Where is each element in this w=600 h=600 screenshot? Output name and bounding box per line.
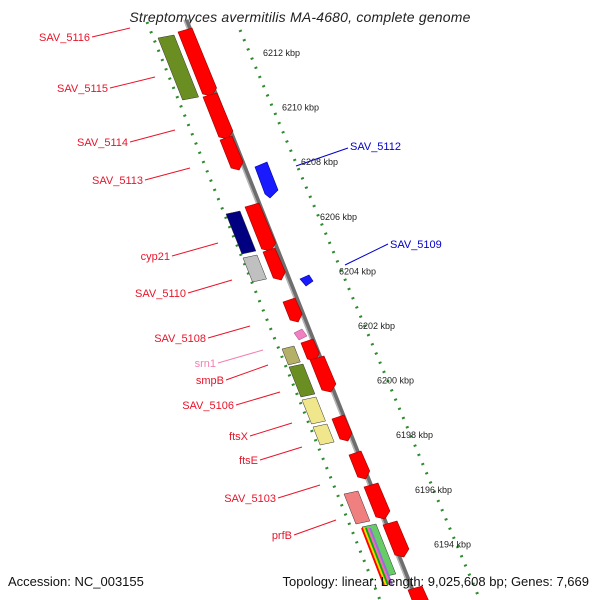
forward-gene-arrow[interactable] — [300, 338, 320, 362]
gene-label[interactable]: ftsX — [229, 431, 249, 443]
gene-box[interactable] — [343, 490, 371, 525]
kbp-scale: 6212 kbp 6210 kbp 6208 kbp 6206 kbp 6204 kbp… — [263, 48, 471, 549]
reverse-gene-track — [254, 161, 314, 287]
forward-gene-arrow[interactable] — [219, 135, 244, 171]
gene-strip — [365, 527, 389, 586]
gene-box[interactable] — [225, 210, 257, 255]
forward-gene-arrow[interactable] — [309, 355, 337, 393]
gene-strip — [363, 527, 387, 586]
kbp-tick-label: 6196 kbp — [415, 485, 452, 495]
gene-label[interactable]: SAV_5103 — [224, 493, 276, 505]
label-leaders — [91, 27, 389, 536]
gene-label[interactable]: SAV_5116 — [39, 32, 90, 44]
label-leader-line — [277, 484, 321, 499]
kbp-tick-label: 6208 kbp — [301, 157, 338, 167]
gene-SAV_5112[interactable] — [254, 161, 279, 199]
gene-label[interactable]: SAV_5106 — [182, 400, 234, 412]
gene-label[interactable]: SAV_5110 — [135, 288, 186, 300]
forward-gene-arrow[interactable] — [363, 482, 391, 520]
forward-gene-track — [177, 27, 429, 600]
gene-label[interactable]: prfB — [272, 530, 292, 542]
gene-strip — [361, 527, 385, 586]
gene-SAV_5109[interactable] — [299, 274, 314, 287]
gene-label[interactable]: SAV_5113 — [92, 175, 143, 187]
gene-label[interactable]: ftsE — [239, 455, 258, 467]
label-leader-line — [217, 349, 264, 364]
forward-gene-arrow[interactable] — [177, 27, 217, 97]
forward-gene-arrow[interactable] — [262, 247, 286, 281]
kbp-tick-label: 6198 kbp — [396, 430, 433, 440]
gene-box[interactable] — [281, 345, 301, 366]
forward-gene-arrow[interactable] — [407, 585, 429, 600]
gene-strip — [367, 527, 391, 586]
label-leader-line — [144, 167, 191, 181]
gene-label[interactable]: SAV_5112 — [350, 141, 401, 153]
length-text: Length: 9,025,608 bp; — [380, 574, 508, 589]
kbp-tick-label: 6194 kbp — [434, 539, 471, 549]
forward-gene-arrow[interactable] — [244, 202, 277, 252]
label-leader-line — [235, 391, 281, 406]
gene-box[interactable] — [157, 34, 199, 101]
label-leader-line — [259, 446, 303, 461]
gene-box[interactable] — [288, 363, 316, 398]
label-leader-line — [129, 129, 176, 143]
label-leader-line — [109, 76, 156, 89]
gene-label[interactable]: SAV_5109 — [390, 239, 442, 251]
gene-box[interactable] — [301, 396, 326, 425]
kbp-tick-label: 6212 kbp — [263, 48, 300, 58]
label-leader-line — [249, 422, 293, 437]
label-leader-line — [293, 519, 337, 536]
gene-strip — [369, 527, 393, 586]
label-leader-line — [344, 243, 389, 266]
ruler-dotted-lines — [145, 21, 482, 600]
label-leader-line — [225, 364, 269, 381]
kbp-tick-label: 6206 kbp — [320, 212, 357, 222]
topology-text: Topology: linear; — [282, 574, 378, 589]
forward-gene-arrow[interactable] — [382, 520, 410, 558]
gene-label[interactable]: SAV_5114 — [77, 137, 128, 149]
kbp-tick-label: 6210 kbp — [282, 103, 319, 113]
gene-box[interactable] — [242, 254, 267, 283]
label-leader-line — [171, 242, 219, 257]
forward-gene-arrow[interactable] — [348, 450, 371, 480]
gene-label[interactable]: cyp21 — [141, 251, 170, 263]
kbp-tick-label: 6200 kbp — [377, 376, 414, 386]
gene-label[interactable]: SAV_5115 — [57, 83, 108, 95]
kbp-tick-label: 6204 kbp — [339, 266, 376, 276]
forward-gene-arrow[interactable] — [282, 297, 303, 323]
gene-labels: SAV_5116 SAV_5115 SAV_5114 SAV_5113 cyp21 SAV… — [39, 32, 442, 542]
gene-label[interactable]: SAV_5108 — [154, 333, 206, 345]
gene-srn1[interactable] — [293, 328, 308, 341]
label-leader-line — [207, 325, 251, 339]
gene-box[interactable] — [312, 423, 335, 446]
accession-text: Accession: NC_003155 — [8, 574, 144, 589]
left-gene-track — [157, 34, 397, 586]
label-leader-line — [91, 27, 131, 38]
genome-stats: Topology: linear; Length: 9,025,608 bp; … — [283, 574, 590, 589]
label-leader-line — [187, 279, 233, 294]
kbp-tick-label: 6202 kbp — [358, 321, 395, 331]
forward-gene-arrow[interactable] — [331, 414, 353, 442]
genes-count-text: Genes: 7,669 — [510, 574, 589, 589]
gene-label[interactable]: smpB — [196, 375, 224, 387]
label-leader-line — [295, 147, 349, 167]
forward-gene-arrow[interactable] — [202, 92, 234, 140]
map-title: Streptomyces avermitilis MA-4680, comple… — [129, 9, 471, 25]
gene-label[interactable]: srn1 — [195, 358, 216, 370]
